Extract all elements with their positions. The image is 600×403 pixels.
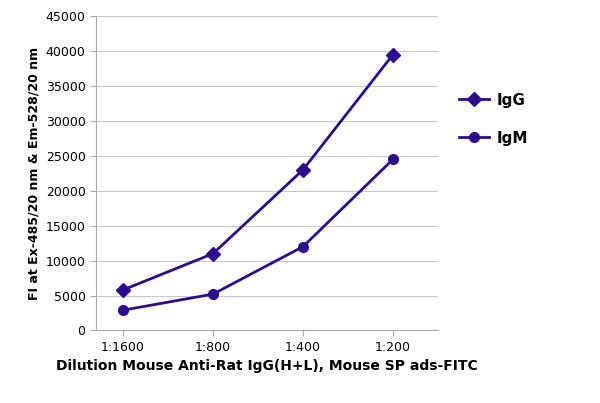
IgM <box>389 157 397 162</box>
Line: IgM: IgM <box>118 154 398 315</box>
IgG <box>209 251 217 256</box>
Legend: IgG, IgM: IgG, IgM <box>452 87 535 152</box>
IgM <box>119 308 127 313</box>
IgG <box>299 167 307 172</box>
IgG <box>119 287 127 292</box>
X-axis label: Dilution Mouse Anti-Rat IgG(H+L), Mouse SP ads-FITC: Dilution Mouse Anti-Rat IgG(H+L), Mouse … <box>56 359 478 374</box>
Line: IgG: IgG <box>118 50 398 295</box>
Y-axis label: FI at Ex-485/20 nm & Em-528/20 nm: FI at Ex-485/20 nm & Em-528/20 nm <box>27 47 40 300</box>
IgM <box>209 292 217 297</box>
IgM <box>299 244 307 249</box>
IgG <box>389 52 397 57</box>
